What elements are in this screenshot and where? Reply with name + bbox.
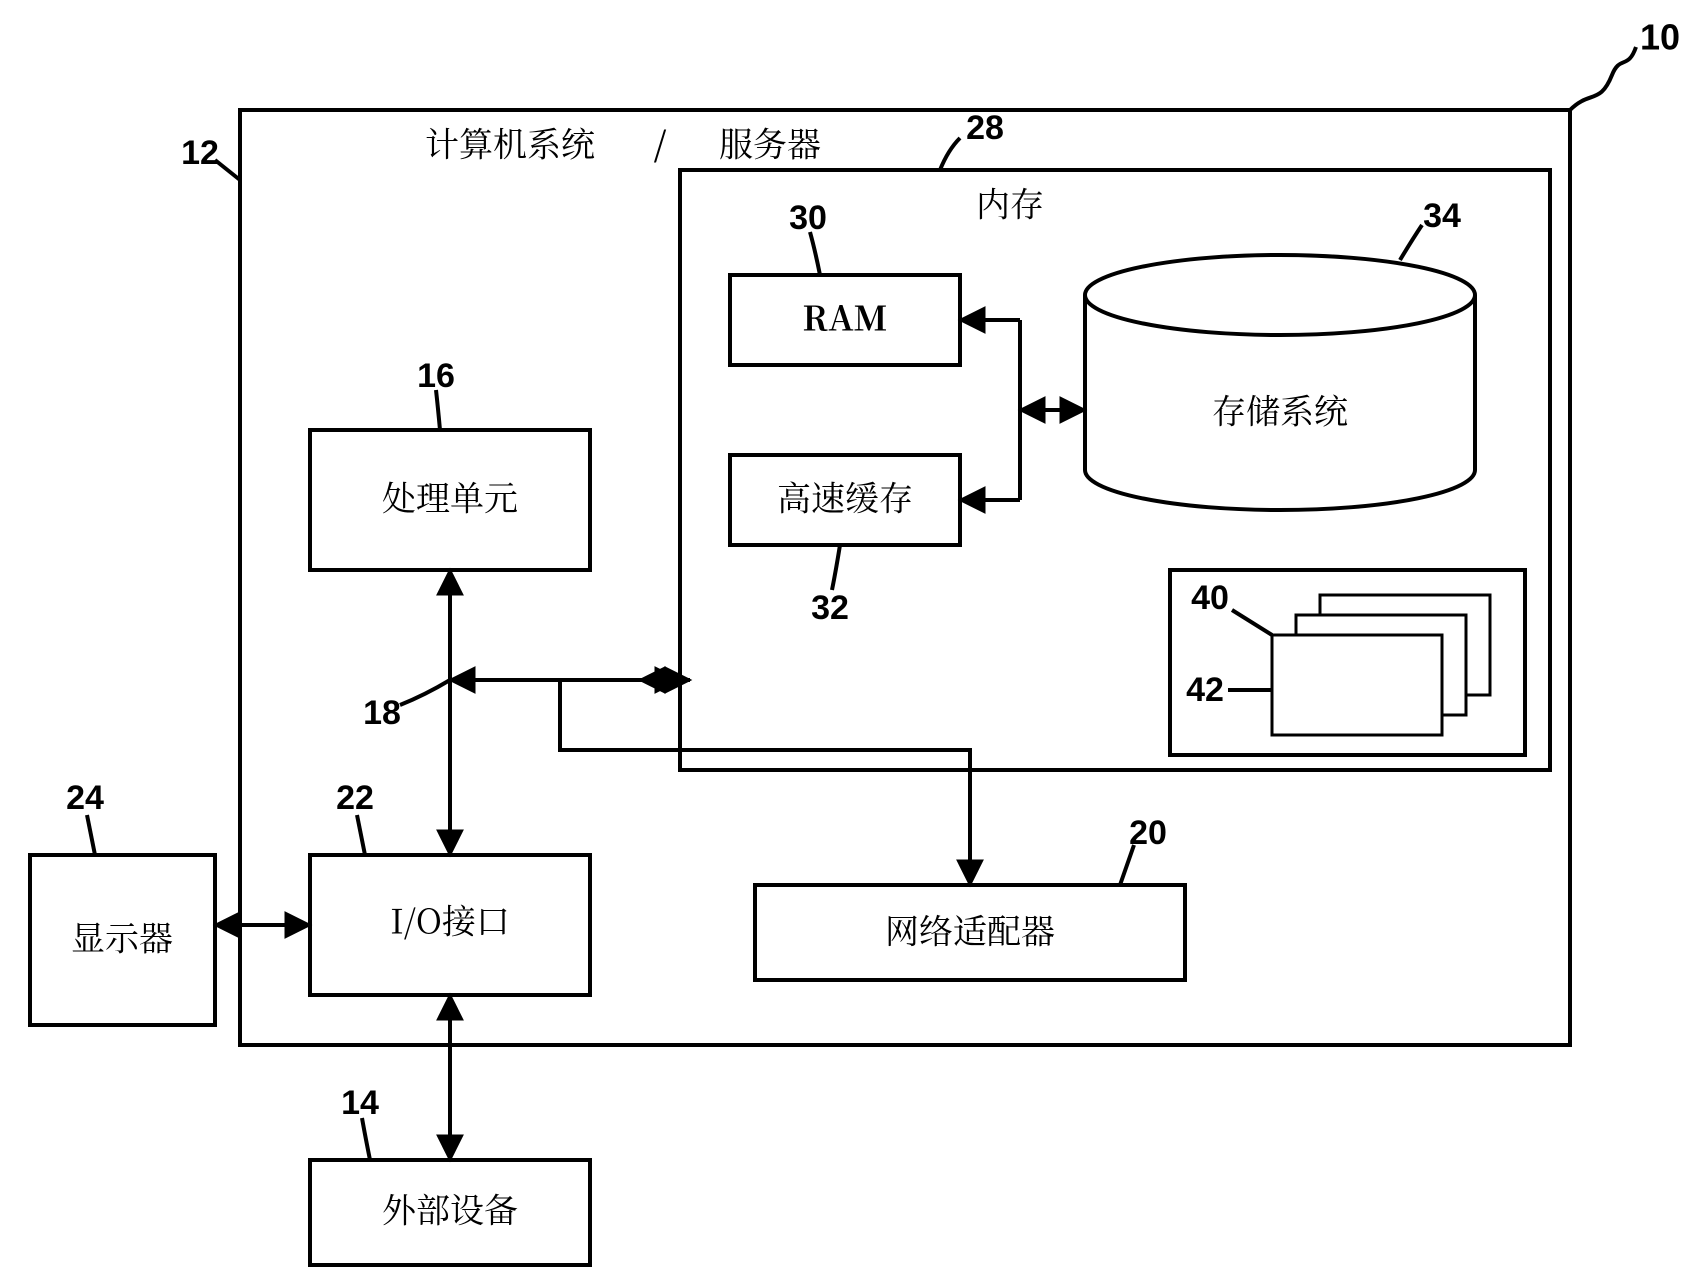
ref-18: 18 bbox=[363, 694, 401, 732]
processing-unit-label: 处理单元 bbox=[382, 472, 518, 521]
leader-24 bbox=[87, 815, 95, 855]
ref-40: 40 bbox=[1191, 579, 1229, 617]
external-device-label: 外部设备 bbox=[382, 1184, 518, 1233]
leader-10 bbox=[1570, 47, 1636, 110]
ref-42: 42 bbox=[1186, 671, 1224, 709]
ref-30: 30 bbox=[789, 199, 827, 237]
network-adapter-label: 网络适配器 bbox=[885, 905, 1055, 954]
ref-34: 34 bbox=[1423, 197, 1461, 235]
ref-32: 32 bbox=[811, 589, 849, 627]
cache-label: 高速缓存 bbox=[777, 472, 913, 521]
storage-label: 存储系统 bbox=[1212, 385, 1348, 434]
title-pre: 计算机系统 bbox=[425, 118, 595, 167]
ref-20: 20 bbox=[1129, 814, 1167, 852]
ref-24: 24 bbox=[66, 779, 104, 817]
leader-14 bbox=[362, 1118, 370, 1160]
ref-16: 16 bbox=[417, 357, 455, 395]
ref-14: 14 bbox=[341, 1084, 379, 1122]
ref-28: 28 bbox=[966, 109, 1004, 147]
title-post: 服务器 bbox=[719, 118, 821, 167]
ref-10: 10 bbox=[1640, 17, 1680, 58]
modules-stack bbox=[1272, 595, 1490, 735]
memory-label: 内存 bbox=[976, 178, 1044, 227]
ref-22: 22 bbox=[336, 779, 374, 817]
io-interface-label: I/O接口 bbox=[390, 895, 510, 944]
ref-12: 12 bbox=[181, 134, 219, 172]
ram-label: RAM bbox=[802, 292, 887, 341]
display-label: 显示器 bbox=[71, 912, 173, 961]
diagram-canvas: 计算机系统 / 服务器 内存 RAM 高速缓存 存储系统 处理单元 I/O接口 … bbox=[0, 0, 1705, 1287]
title-sep: / bbox=[653, 118, 667, 167]
